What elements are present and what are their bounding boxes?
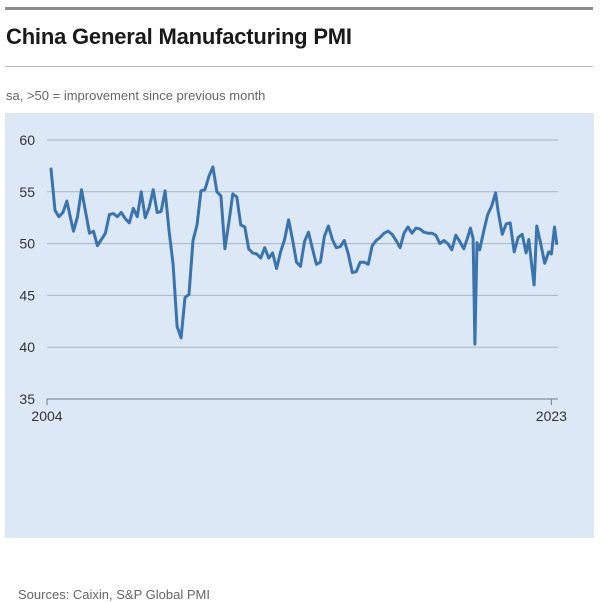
x-tick-label: 2023: [536, 408, 567, 424]
y-tick-label: 60: [19, 132, 35, 148]
title-rule: [5, 66, 593, 67]
y-tick-label: 35: [19, 391, 35, 407]
x-tick-label: 2004: [31, 408, 62, 424]
source-note: Sources: Caixin, S&P Global PMI: [18, 587, 210, 602]
y-tick-label: 55: [19, 184, 35, 200]
chart-svg: 35 40 45 50 55 60 2004 2023: [19, 132, 567, 424]
chart-subtitle: sa, >50 = improvement since previous mon…: [6, 88, 266, 103]
y-tick-label: 45: [19, 287, 35, 303]
series-line: [49, 165, 559, 346]
chart-title: China General Manufacturing PMI: [6, 24, 352, 49]
top-rule: [5, 7, 593, 10]
y-tick-label: 40: [19, 339, 35, 355]
chart-panel: 35 40 45 50 55 60 2004 2023 Sources: Caixin, S&…: [5, 113, 594, 602]
y-tick-label: 50: [19, 236, 35, 252]
